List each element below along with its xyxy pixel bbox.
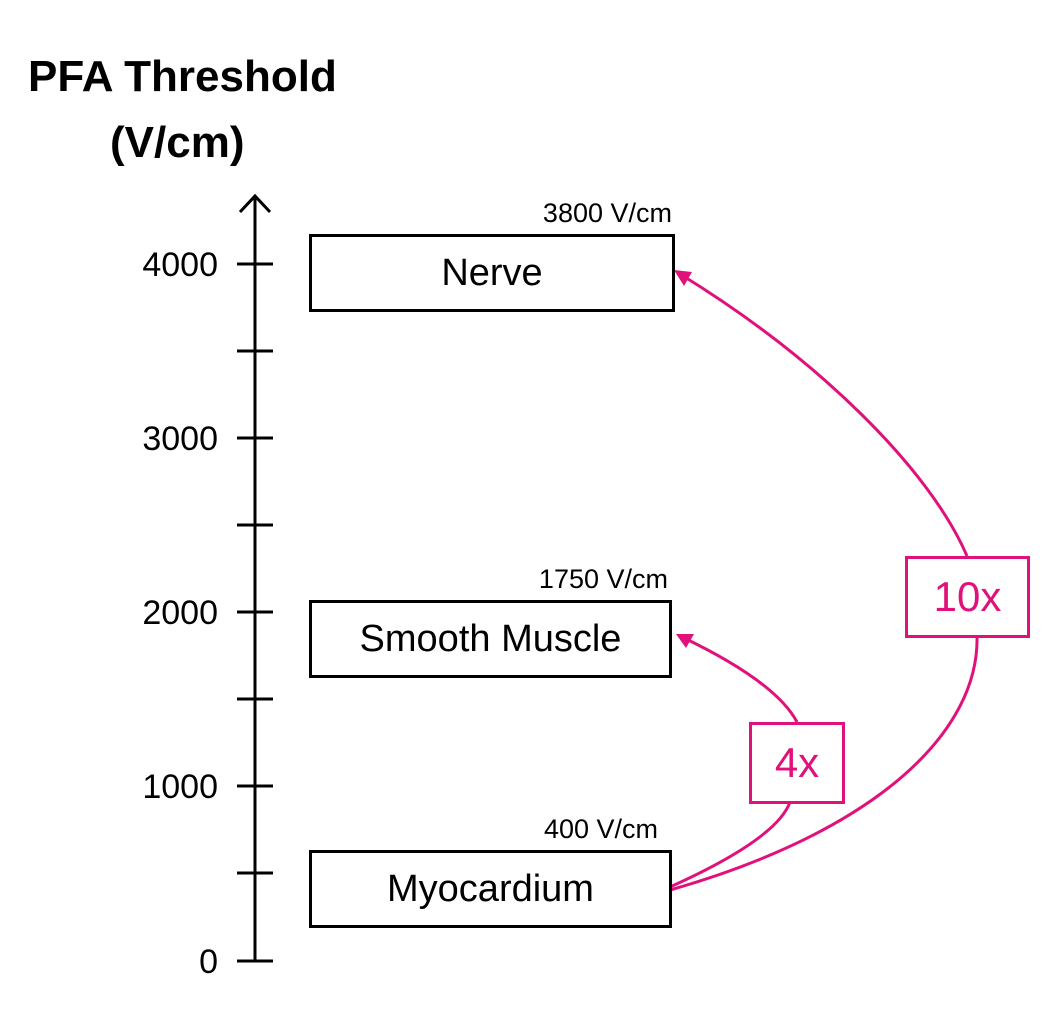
tick-label-4000: 4000 <box>142 246 218 284</box>
y-axis-arrowhead <box>238 193 272 214</box>
arrow-to-smooth-muscle <box>669 635 799 889</box>
myocardium-box: Myocardium <box>309 850 672 928</box>
tick-label-2000: 2000 <box>142 594 218 632</box>
ratio-10x-text: 10x <box>933 573 1002 620</box>
tick-label-3000: 3000 <box>142 420 218 458</box>
arrow-to-nerve <box>669 272 979 892</box>
arrowhead-smooth-muscle <box>676 634 694 648</box>
myocardium-threshold-label: 400 V/cm <box>543 814 658 844</box>
ratio-4x-text: 4x <box>774 739 820 786</box>
ratio-10x-badge: 10x <box>905 556 1030 638</box>
smooth-muscle-threshold-label: 1750 V/cm <box>538 564 668 594</box>
smooth-muscle-label: Smooth Muscle <box>359 617 622 660</box>
axis-title-line1: PFA Threshold <box>28 52 337 101</box>
nerve-label: Nerve <box>441 251 543 294</box>
nerve-threshold-label: 3800 V/cm <box>542 198 672 228</box>
smooth-muscle-box: Smooth Muscle <box>309 600 672 678</box>
arrowhead-nerve <box>674 270 692 286</box>
tick-label-1000: 1000 <box>142 768 218 806</box>
nerve-box: Nerve <box>309 234 675 312</box>
tick-label-0: 0 <box>199 943 218 981</box>
myocardium-label: Myocardium <box>387 867 594 910</box>
axis-title-line2: (V/cm) <box>110 118 245 167</box>
ratio-4x-badge: 4x <box>749 722 845 804</box>
